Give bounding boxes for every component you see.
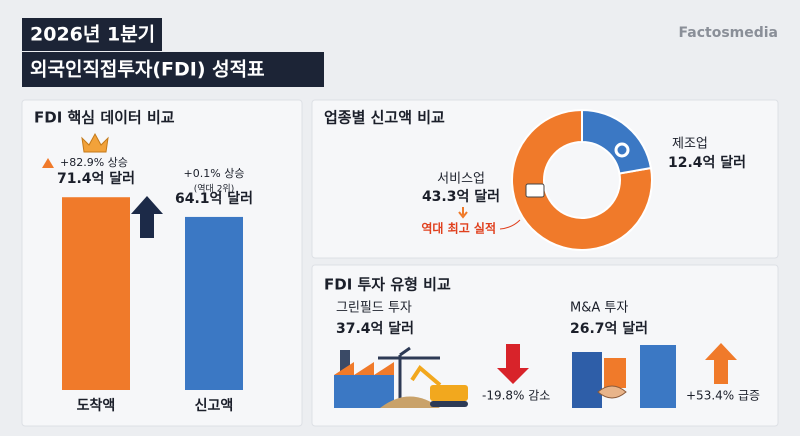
bar — [185, 216, 243, 390]
donut-slice — [511, 108, 653, 251]
down-arrow — [497, 344, 529, 384]
annotation: (역대 2위) — [194, 184, 234, 195]
category-label: 제조업 — [672, 137, 708, 152]
category-label: 신고액 — [195, 397, 234, 414]
type-amount: 37.4억 달러 — [336, 321, 414, 337]
type-name: 그린필드 투자 — [336, 301, 412, 316]
title-box — [22, 18, 162, 51]
panel — [311, 99, 779, 259]
annotation: +0.1% 상승 — [184, 167, 245, 180]
greenfield-icon — [334, 346, 468, 408]
type-change: +53.4% 급증 — [686, 389, 760, 403]
panel-title: FDI 핵심 데이터 비교 — [34, 109, 175, 127]
title: 외국인직접투자(FDI) 성적표 — [30, 59, 265, 81]
type-amount: 26.7억 달러 — [570, 321, 648, 337]
value-label: 12.4억 달러 — [668, 155, 746, 171]
type-change: -19.8% 감소 — [482, 389, 550, 403]
gear-icon — [614, 142, 630, 158]
value-label: 43.3억 달러 — [422, 189, 500, 205]
annotation: +82.9% 상승 — [60, 156, 128, 169]
annotation: 역대 최고 실적 — [421, 221, 496, 236]
up-triangle — [42, 158, 54, 168]
pointer — [499, 219, 521, 230]
value-label: 64.1억 달러 — [175, 191, 253, 207]
down-arrow — [458, 207, 468, 219]
category-label: 서비스업 — [437, 172, 485, 187]
donut-slice — [581, 108, 653, 175]
category-label: 도착액 — [77, 397, 116, 414]
panel-title: 업종별 신고액 비교 — [324, 109, 445, 127]
title-box — [22, 52, 324, 87]
up-arrow — [705, 343, 737, 384]
briefcase-icon — [525, 183, 545, 198]
title: 2026년 1분기 — [30, 24, 155, 46]
ma-icon — [572, 345, 676, 408]
type-name: M&A 투자 — [570, 301, 628, 316]
up-arrow — [131, 196, 163, 238]
panel-title: FDI 투자 유형 비교 — [324, 276, 451, 294]
crown-icon — [81, 132, 109, 153]
bar — [62, 197, 130, 390]
brand: Factosmedia — [679, 25, 778, 41]
value-label: 71.4억 달러 — [57, 171, 135, 187]
